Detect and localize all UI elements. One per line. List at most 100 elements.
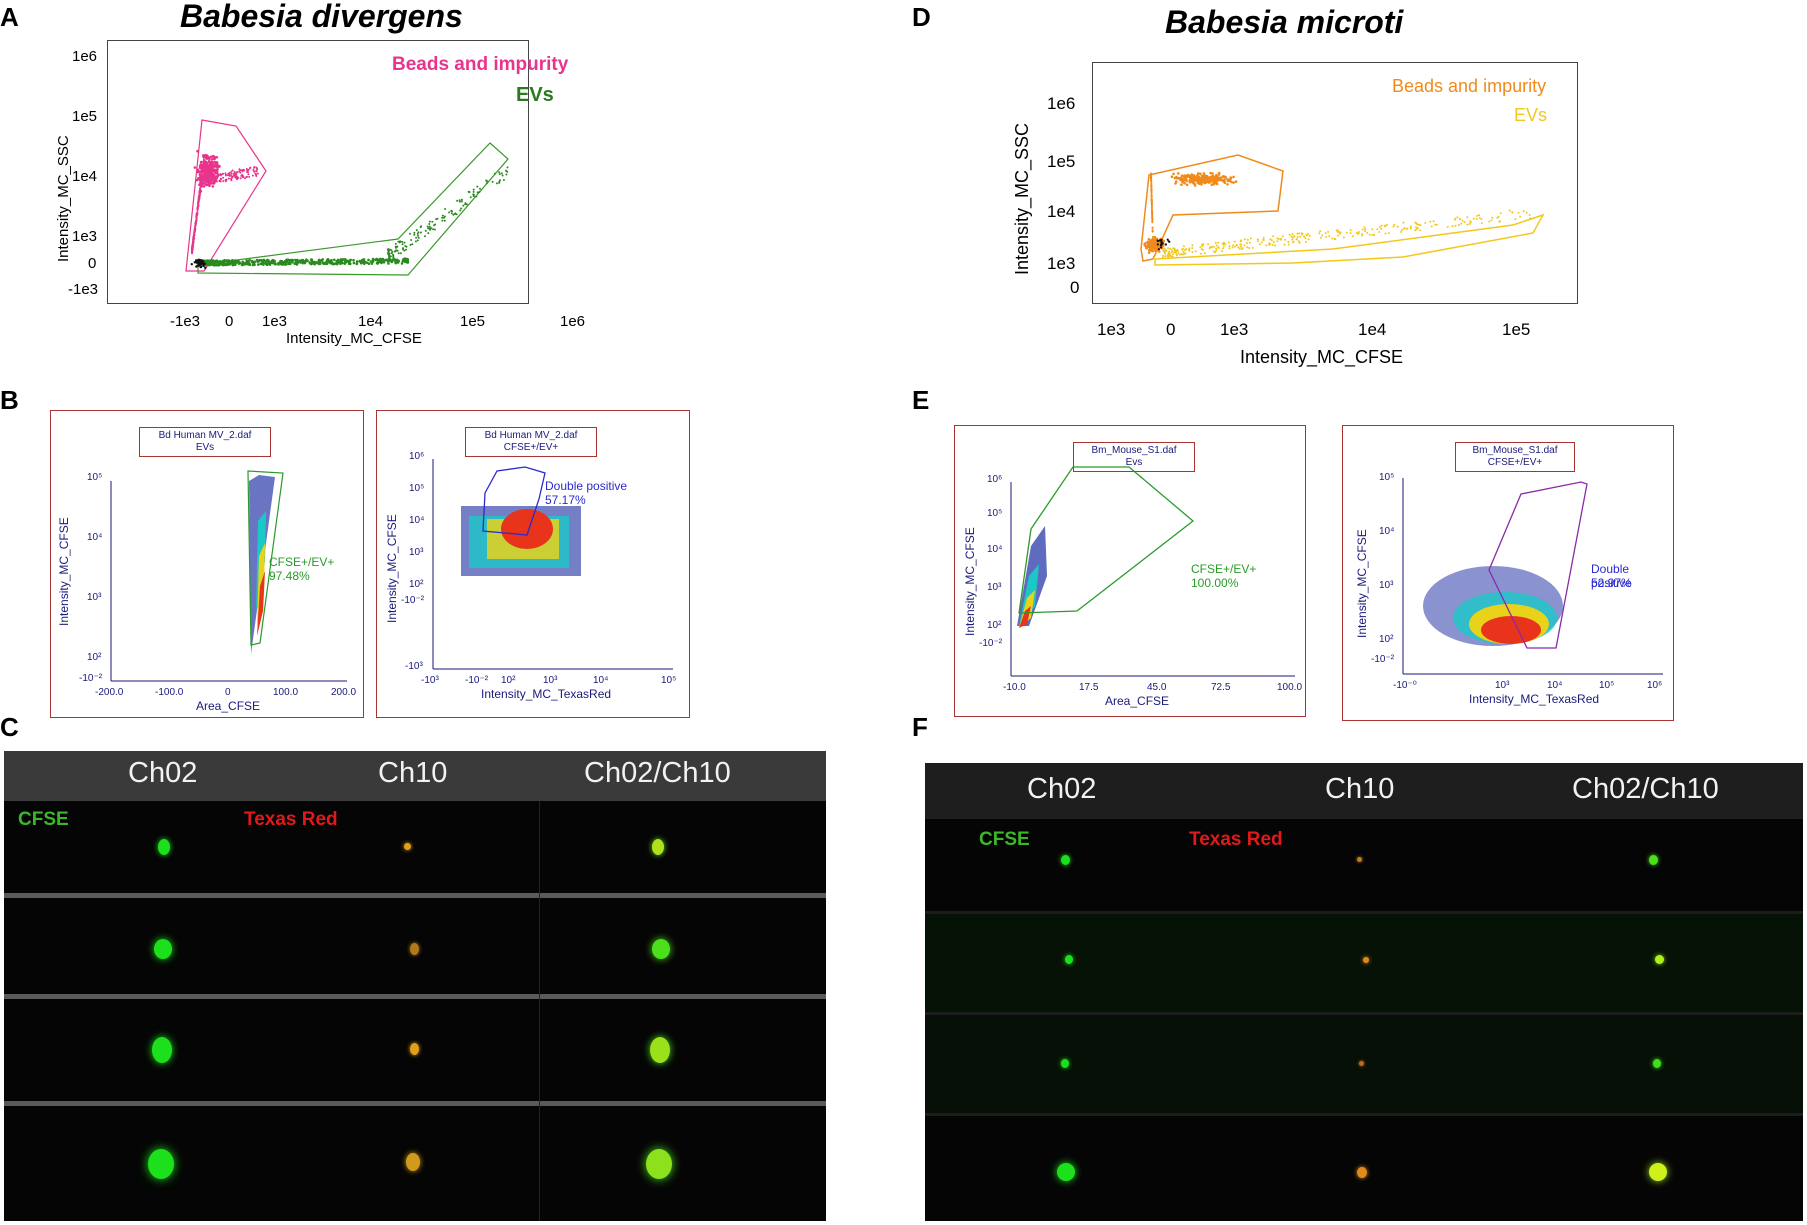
er-ytick-4: -10⁻² [1371, 654, 1394, 665]
c-header-ch10: Ch10 [378, 757, 447, 790]
scatter-point [247, 173, 249, 175]
scatter-point [1287, 241, 1289, 243]
scatter-point [208, 185, 211, 188]
scatter-point [191, 247, 193, 249]
scatter-point [233, 260, 236, 263]
scatter-point [229, 175, 231, 177]
scatter-point [456, 213, 458, 215]
scatter-point [216, 260, 219, 263]
bl-ylabel: Intensity_MC_CFSE [57, 517, 71, 626]
scatter-point [254, 166, 256, 168]
scatter-point [196, 259, 198, 261]
scatter-point [1196, 175, 1199, 178]
scatter-point [444, 220, 446, 222]
scatter-point [1410, 226, 1412, 228]
scatter-point [213, 164, 216, 167]
f-header-ch02: Ch02 [1027, 773, 1096, 806]
scatter-point [431, 221, 433, 223]
scatter-point [1183, 245, 1185, 247]
scatter-point [1358, 231, 1360, 233]
a-ylabel: Intensity_MC_SSC [55, 135, 72, 262]
scatter-point [1182, 251, 1184, 253]
scatter-point [1261, 241, 1263, 243]
scatter-point [1364, 228, 1366, 230]
scatter-point [399, 240, 401, 242]
scatter-point [256, 169, 258, 171]
el-ytick-0: 10⁶ [987, 474, 1002, 485]
scatter-point [473, 189, 475, 191]
scatter-point [194, 228, 196, 230]
scatter-point [1145, 247, 1148, 250]
scatter-point [1222, 175, 1225, 178]
scatter-point [1379, 226, 1381, 228]
scatter-point [1143, 243, 1146, 246]
scatter-point [1518, 212, 1520, 214]
br-xtick-2: 10² [501, 675, 515, 686]
scatter-point [246, 176, 248, 178]
scatter-point [1397, 226, 1399, 228]
scatter-point [220, 181, 222, 183]
scatter-point [1331, 238, 1333, 240]
scatter-point [390, 249, 392, 251]
scatter-point [1205, 178, 1208, 181]
scatter-point [1303, 235, 1305, 237]
scatter-a-points [191, 150, 509, 269]
scatter-point [427, 232, 429, 234]
scatter-point [1217, 177, 1220, 180]
scatter-point [214, 179, 216, 181]
er-xlabel: Intensity_MC_TexasRed [1469, 692, 1599, 706]
scatter-point [191, 249, 193, 251]
scatter-point [191, 263, 193, 265]
scatter-point [1221, 250, 1223, 252]
scatter-point [217, 263, 220, 266]
c-col-divider [539, 801, 540, 1221]
br-ytick-6: -10³ [405, 661, 423, 672]
scatter-point [1218, 172, 1221, 175]
scatter-point [468, 191, 470, 193]
scatter-point [1171, 249, 1173, 251]
scatter-point [367, 259, 370, 262]
scatter-point [1165, 243, 1167, 245]
scatter-point [242, 170, 244, 172]
scatter-point [1191, 176, 1194, 179]
scatter-point [1217, 242, 1219, 244]
scatter-point [1215, 242, 1217, 244]
scatter-point [1466, 216, 1468, 218]
scatter-point [499, 179, 501, 181]
d-xtick-3: 1e4 [1358, 320, 1386, 340]
c-header: Ch02 Ch10 Ch02/Ch10 [4, 751, 826, 801]
scatter-point [199, 192, 201, 194]
scatter-point [256, 170, 258, 172]
scatter-point [1226, 183, 1229, 186]
c-r1-merge-cell [652, 839, 664, 855]
scatter-point [205, 182, 207, 184]
scatter-point [387, 249, 389, 251]
f-texas-label: Texas Red [1189, 829, 1283, 851]
scatter-point [1298, 232, 1300, 234]
scatter-point [360, 260, 363, 263]
scatter-point [402, 243, 404, 245]
br-xtick-5: 10⁵ [661, 675, 676, 686]
scatter-point [1200, 253, 1202, 255]
scatter-point [1191, 244, 1193, 246]
scatter-point [1429, 221, 1431, 223]
scatter-point [326, 259, 329, 262]
scatter-point [1464, 221, 1466, 223]
scatter-point [216, 181, 218, 183]
scatter-point [1222, 243, 1224, 245]
scatter-point [1410, 227, 1412, 229]
scatter-point [1476, 218, 1478, 220]
bl-xtick-4: 200.0 [331, 687, 356, 698]
scatter-point [503, 179, 505, 181]
f-r4-ch10-cell [1357, 1167, 1367, 1178]
scatter-point [398, 252, 400, 254]
b-right-frame: Bd Human MV_2.daf CFSE+/EV+ 10⁶ 10⁵ 10⁴ … [376, 410, 690, 718]
scatter-point [1276, 240, 1278, 242]
scatter-point [1380, 228, 1382, 230]
d-xtick-1: 0 [1166, 320, 1175, 340]
scatter-point [1172, 173, 1175, 176]
scatter-point [277, 262, 280, 265]
scatter-point [251, 261, 254, 264]
scatter-point [1381, 225, 1383, 227]
scatter-point [479, 188, 481, 190]
